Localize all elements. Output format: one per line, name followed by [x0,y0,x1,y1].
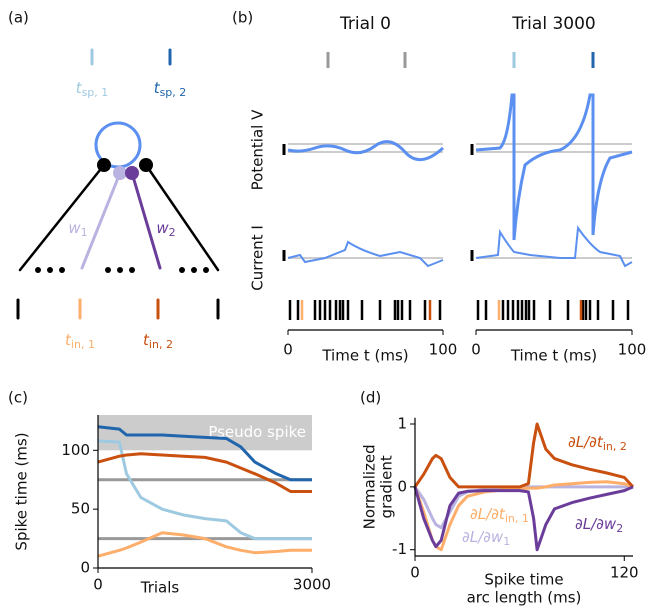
synapse-dot [113,166,127,180]
synapse [130,171,162,270]
y-label: Potential V [249,109,267,190]
label-sub: in, 2 [603,440,627,453]
label-main: ∂L/∂w [575,515,617,533]
panel-label: (c) [8,389,28,407]
x-tick-label: 3000 [293,576,331,594]
x-label: arc length (ms) [467,589,582,607]
series-line [97,452,312,493]
label-sub: in, 2 [149,338,173,351]
series-line [97,531,312,558]
x-label: Time t (ms) [321,347,408,365]
neuron-diagram [16,48,220,320]
series-line [413,422,635,489]
x-label: Spike time [484,571,563,589]
synapse [144,163,220,272]
label-sub: 2 [169,226,176,239]
y-tick-label: 1 [397,414,407,432]
y-label: Normalized [361,444,379,529]
label-main: t [143,331,150,349]
series-line [97,425,312,482]
synapse-dot [97,158,111,172]
x-label: Time t (ms) [510,347,597,365]
series-annotation: ∂L/∂tin, 2 [568,433,627,454]
label-main: w [156,219,169,237]
synapse-dot [139,158,153,172]
panel-label: (b) [232,9,253,27]
label-sub: in, 1 [505,512,529,525]
series-annotation: ∂L/∂w1 [462,528,510,549]
x-tick-label: 0 [410,564,420,582]
input-label: tin, 1 [65,331,95,352]
series-line [413,485,634,552]
x-tick-label: 0 [283,341,293,359]
raster [288,300,630,320]
current-trace [475,225,633,268]
panel-label: (a) [8,9,29,27]
label-main: ∂L/∂t [568,433,604,451]
label-main: t [76,79,83,97]
trial-title: Trial 0 [339,14,391,34]
label-main: w [68,219,81,237]
synapse [80,171,122,270]
trial-title: Trial 3000 [511,14,595,34]
potential-trace [287,140,445,161]
potential-trace [475,93,633,241]
series-line [413,480,634,552]
y-label: gradient [378,455,396,518]
y-tick-label: -1 [392,540,407,558]
y-label: Current I [249,225,267,291]
weight-label: w1 [68,219,87,240]
synapse [18,163,106,272]
traces [282,52,633,320]
label-sub: 1 [81,226,88,239]
ellipsis [35,267,209,273]
label-main: t [154,79,161,97]
current-trace [287,240,444,268]
band-label: Pseudo spike [208,423,306,441]
label-sub: sp, 2 [160,86,187,99]
spike-label: tsp, 1 [76,79,109,100]
input-label: tin, 2 [143,331,173,352]
panel-label: (d) [360,389,381,407]
y-tick-label: 0 [80,559,90,577]
label-sub: in, 1 [71,338,95,351]
label-sub: 1 [503,535,510,548]
x-tick-label: 0 [471,341,481,359]
series-annotation: ∂L/∂w2 [575,515,623,536]
label-main: ∂L/∂w [462,528,504,546]
x-tick-label: 100 [618,341,647,359]
label-sub: sp, 1 [82,86,109,99]
label-main: ∂L/∂t [470,505,506,523]
x-tick-label: 100 [429,341,458,359]
x-tick-label: 0 [93,576,103,594]
weight-label: w2 [156,219,175,240]
y-tick-label: 100 [61,441,90,459]
spike-label: tsp, 2 [154,79,187,100]
x-label: Trials [140,579,180,597]
label-main: t [65,331,72,349]
label-sub: 2 [616,522,623,535]
pseudo-spike-band [98,415,312,451]
y-tick-label: 50 [71,500,90,518]
series-line [97,439,312,541]
synapse-dot [125,166,139,180]
y-label: Spike time (ms) [13,432,31,550]
x-tick-label: 120 [610,564,639,582]
y-tick-label: 0 [397,477,407,495]
series-annotation: ∂L/∂tin, 1 [470,505,529,526]
